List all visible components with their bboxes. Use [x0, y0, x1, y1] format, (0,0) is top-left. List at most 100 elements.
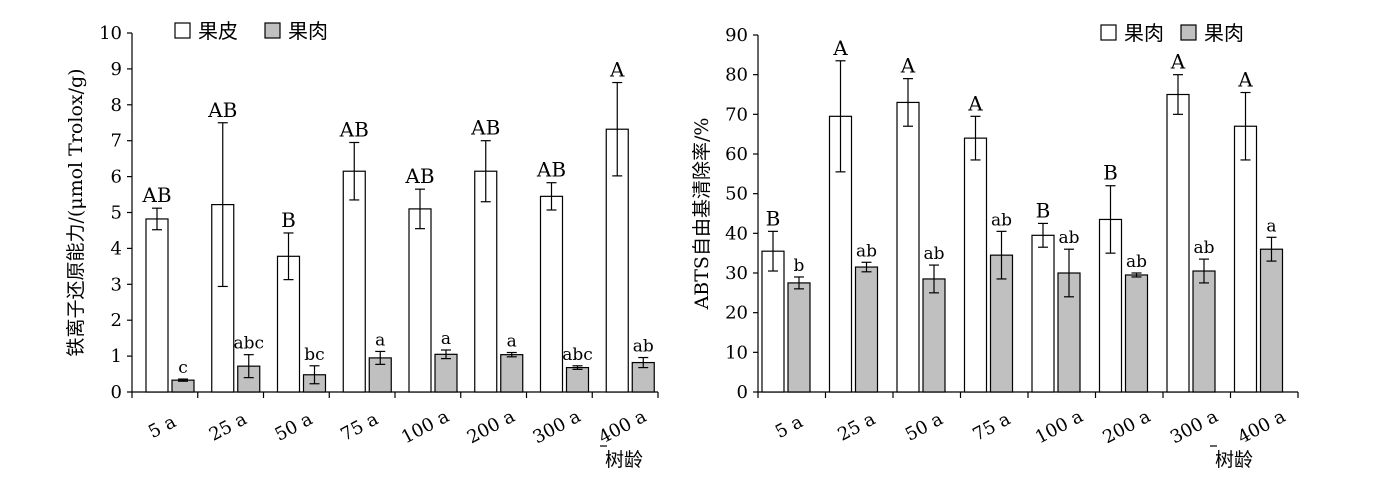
legend-swatch-series2: [1180, 24, 1197, 41]
bar-series2: [854, 266, 879, 393]
y-tick-label: 40: [725, 223, 748, 244]
significance-label: c: [178, 358, 188, 378]
bar-series1: [145, 218, 169, 393]
y-tick-label: 3: [111, 274, 122, 295]
bar-series1: [1166, 93, 1190, 393]
significance-label: ab: [1126, 252, 1147, 272]
bar-series1: [342, 170, 366, 393]
y-tick-label: 30: [725, 263, 748, 284]
legend-label: 果肉: [1124, 21, 1164, 45]
y-tick-label: 80: [725, 65, 748, 86]
bar-series1: [1233, 125, 1258, 393]
y-tick-label: 10: [99, 23, 122, 44]
bar-series1: [761, 250, 785, 393]
bar-series2: [1124, 274, 1149, 393]
x-category-label: 5 a: [145, 411, 180, 443]
x-category-label: 75 a: [969, 409, 1014, 446]
significance-label: bc: [304, 345, 324, 365]
x-category-label: 25 a: [834, 409, 879, 446]
y-axis-title: 铁离子还原能力/(μmol Trolox/g): [65, 68, 87, 356]
y-axis-title: ABTS自由基清除率/%: [691, 118, 713, 311]
significance-label: A: [967, 91, 983, 115]
y-tick-label: 9: [111, 59, 122, 80]
x-category-label: 100 a: [398, 406, 453, 449]
bar-series1: [408, 208, 432, 393]
significance-label: a: [507, 332, 517, 352]
significance-label: ab: [991, 210, 1012, 230]
legend-swatch-series2: [264, 22, 281, 39]
y-tick-label: 8: [111, 95, 122, 116]
bar-series1: [1031, 234, 1055, 393]
significance-label: AB: [470, 116, 500, 140]
legend-label: 果皮: [198, 19, 238, 43]
x-axis-title: 树龄: [605, 449, 643, 471]
x-category-label: 25 a: [206, 409, 251, 446]
significance-label: B: [1103, 161, 1118, 185]
legend-label: 果肉: [1204, 21, 1244, 45]
significance-label: ab: [856, 241, 877, 261]
legend-swatch-series1: [1100, 24, 1117, 41]
bar-series2: [1259, 248, 1284, 393]
significance-label: ab: [1193, 238, 1214, 258]
significance-label: a: [1266, 216, 1276, 236]
bar-series1: [474, 170, 498, 393]
y-tick-label: 70: [725, 104, 748, 125]
y-tick-label: 2: [111, 310, 122, 331]
ferric-reducing-chart: 0 1 2 3 4 5 6 7 8 9 10 5 a 25 a 50 a 75 a 100 a 200 a 300…: [65, 19, 659, 471]
x-category-label: 300 a: [1167, 406, 1222, 449]
significance-label: A: [1170, 50, 1186, 74]
x-category-label: 75 a: [337, 409, 382, 446]
significance-label: a: [375, 330, 385, 350]
y-tick-label: 0: [111, 382, 122, 403]
y-tick-label: 10: [725, 342, 748, 363]
x-category-label: 100 a: [1032, 406, 1087, 449]
bar-series2: [434, 353, 458, 393]
significance-label: abc: [233, 334, 264, 354]
abts-scavenging-chart: 0 10 20 30 40 50 60 70 80 90 5 a 25 a 50 a 75 a 100 a 2…: [691, 21, 1299, 471]
bar-series1: [539, 195, 564, 393]
significance-label: a: [441, 329, 451, 349]
x-category-label: 5 a: [772, 411, 807, 443]
y-tick-label: 90: [725, 25, 748, 46]
legend-swatch-series1: [174, 22, 191, 39]
significance-label: ab: [1058, 228, 1079, 248]
significance-label: A: [832, 36, 848, 60]
x-category-label: 50 a: [902, 409, 947, 446]
x-category-label: 50 a: [271, 409, 316, 446]
y-tick-label: 20: [725, 303, 748, 324]
significance-label: A: [609, 58, 625, 82]
significance-label: AB: [536, 158, 566, 182]
x-category-label: 300 a: [529, 406, 584, 449]
bar-series2: [171, 379, 195, 393]
y-tick-label: 6: [111, 167, 122, 188]
y-tick-label: 5: [111, 203, 122, 224]
bar-series2: [787, 282, 811, 393]
significance-label: b: [794, 256, 805, 276]
y-tick-label: 50: [725, 184, 748, 205]
significance-label: AB: [404, 164, 434, 188]
x-category-label: 200 a: [464, 406, 519, 449]
x-category-label: 400 a: [1234, 406, 1289, 449]
y-tick-label: 1: [111, 346, 122, 367]
bar-series2: [922, 278, 946, 393]
significance-label: AB: [141, 183, 171, 207]
significance-label: A: [1237, 68, 1253, 92]
significance-label: B: [281, 208, 296, 232]
bar-series2: [565, 366, 590, 393]
significance-label: ab: [633, 337, 654, 357]
significance-label: AB: [339, 117, 369, 141]
bar-series1: [963, 137, 988, 393]
significance-label: AB: [207, 98, 237, 122]
y-tick-label: 60: [725, 144, 748, 165]
x-axis-title: 树龄: [1215, 449, 1253, 471]
significance-label: A: [900, 54, 916, 78]
x-category-label: 200 a: [1099, 406, 1154, 449]
significance-label: B: [1036, 198, 1051, 222]
y-tick-label: 7: [111, 131, 122, 152]
bar-series2: [500, 354, 524, 393]
significance-label: B: [766, 206, 781, 230]
significance-label: ab: [923, 244, 944, 264]
bar-series1: [896, 101, 920, 393]
y-tick-label: 4: [111, 238, 122, 259]
